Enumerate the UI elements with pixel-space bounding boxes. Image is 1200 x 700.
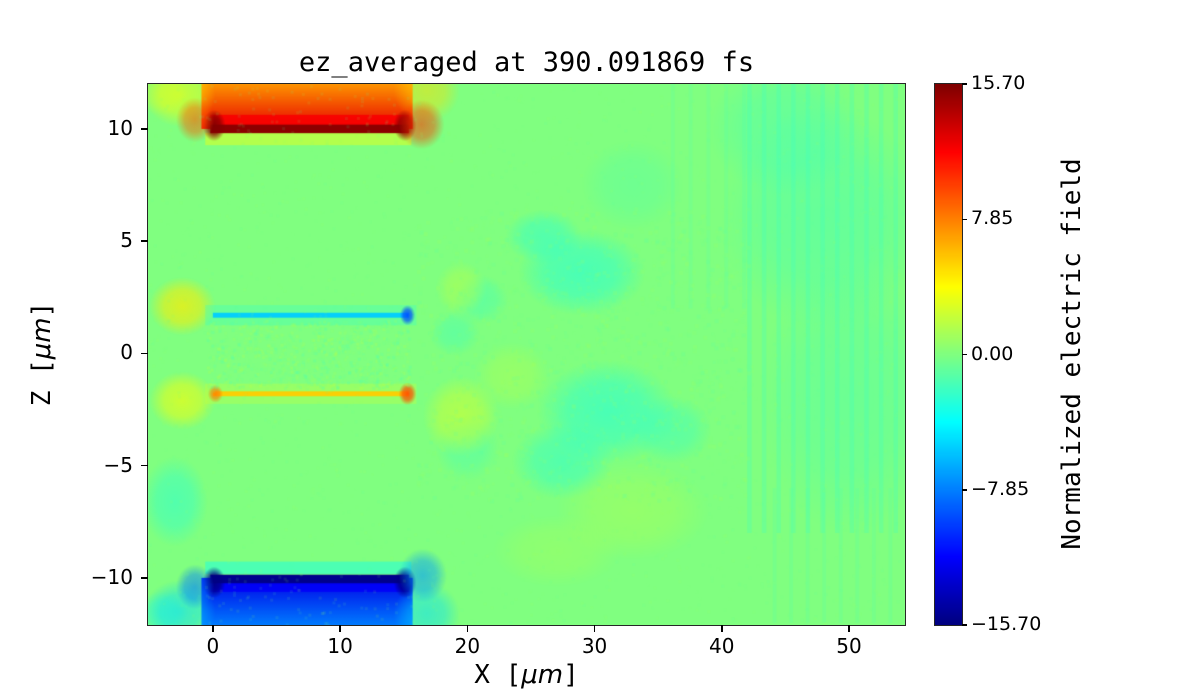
x-axis-label-bracket-open: [ <box>505 660 522 690</box>
colorbar-tick-mark <box>962 624 967 626</box>
x-tick-mark <box>339 625 341 632</box>
x-axis-label-unit: μm <box>521 660 564 690</box>
y-axis-label-unit: μm <box>27 317 57 360</box>
x-tick-mark <box>848 625 850 632</box>
x-axis-label: X [μm] <box>148 660 905 690</box>
colorbar <box>934 83 963 626</box>
colorbar-tick-mark <box>962 353 967 356</box>
x-tick-label: 50 <box>836 634 862 658</box>
y-tick-mark <box>141 464 148 467</box>
colorbar-tick-mark <box>962 83 967 85</box>
y-tick-mark <box>141 577 148 579</box>
chart-title: ez_averaged at 390.091869 fs <box>298 47 755 78</box>
heatmap-canvas <box>148 84 905 625</box>
y-tick-label: −5 <box>103 452 133 477</box>
colorbar-tick-label: −15.70 <box>971 613 1042 635</box>
colorbar-tick-label: 7.85 <box>971 207 1014 230</box>
y-axis-label: Z [μm] <box>27 302 57 407</box>
colorbar-tick-mark <box>962 489 967 491</box>
x-axis-label-name: X <box>474 660 506 690</box>
y-tick-label: 0 <box>120 340 133 365</box>
plot-area <box>147 83 906 626</box>
x-tick-label: 20 <box>454 634 481 658</box>
x-tick-label: 30 <box>581 634 608 658</box>
y-tick-label: −10 <box>90 564 133 589</box>
x-axis-label-bracket-close: ] <box>563 660 579 690</box>
y-tick-mark <box>141 352 148 355</box>
x-tick-label: 40 <box>709 634 735 658</box>
y-tick-mark <box>141 240 148 242</box>
y-tick-label: 10 <box>107 115 133 140</box>
colorbar-tick-label: 0.00 <box>971 342 1014 365</box>
y-axis-label-bracket-open: [ <box>27 359 57 375</box>
x-tick-mark <box>466 625 469 632</box>
colorbar-tick-mark <box>962 218 967 220</box>
x-tick-label: 0 <box>206 634 220 658</box>
colorbar-tick-label: 15.70 <box>971 72 1026 94</box>
x-tick-mark <box>593 625 596 632</box>
y-tick-mark <box>141 128 148 130</box>
y-axis-label-name: Z <box>27 374 57 407</box>
y-tick-label: 5 <box>120 228 133 253</box>
x-tick-label: 10 <box>327 634 353 658</box>
x-tick-mark <box>212 625 214 632</box>
colorbar-tick-label: −7.85 <box>971 477 1030 500</box>
x-tick-mark <box>721 625 723 632</box>
colorbar-label: Normalized electric field <box>1057 158 1087 550</box>
colorbar-canvas <box>935 84 962 625</box>
y-axis-label-bracket-close: ] <box>27 301 57 318</box>
